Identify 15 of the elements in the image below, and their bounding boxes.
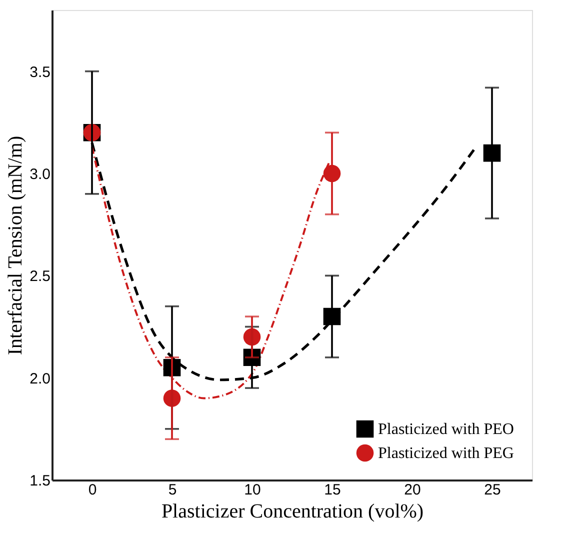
y-tick-label: 2.5: [30, 268, 50, 286]
y-tick-label: 2.0: [30, 370, 50, 388]
x-tick-label: 15: [324, 482, 341, 498]
x-tick-label: 0: [88, 482, 97, 498]
legend-label: Plasticized with PEG: [378, 445, 514, 462]
x-tick-label: 10: [244, 482, 261, 498]
x-axis-title: Plasticizer Concentration (vol%): [161, 500, 424, 522]
y-tick-label: 3.5: [30, 64, 50, 81]
x-tick-label: 5: [168, 482, 177, 498]
legend-label: Plasticized with PEO: [378, 421, 514, 438]
x-tick-label: 25: [484, 482, 501, 498]
y-tick-label: 3.0: [30, 166, 50, 183]
y-tick-label: 1.5: [30, 472, 50, 490]
y-axis-title: Interfacial Tension (mN/m): [4, 136, 27, 356]
x-tick-label: 20: [404, 482, 421, 498]
